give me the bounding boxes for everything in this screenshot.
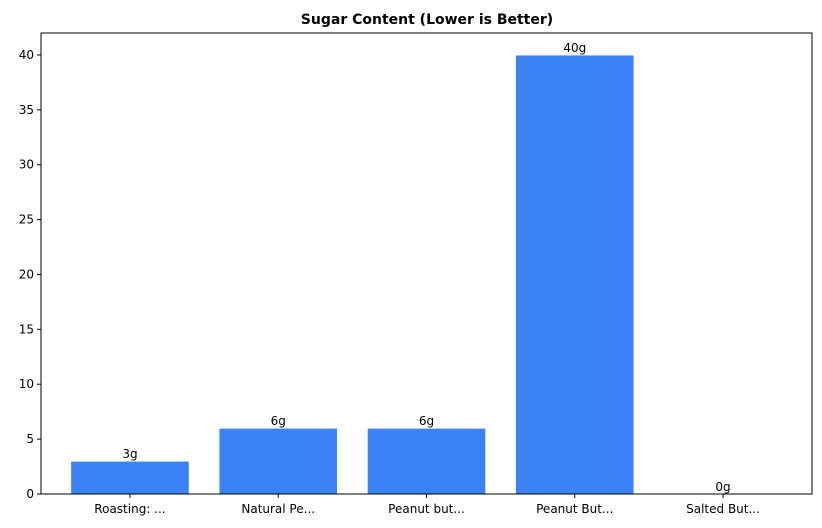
bar-2 — [366, 427, 487, 495]
x-tick-label-1: Natural Pe... — [241, 502, 315, 516]
y-tick-label-8: 40 — [19, 48, 34, 62]
y-tick-label-0: 0 — [26, 487, 34, 501]
x-tick-label-4: Salted But... — [686, 502, 760, 516]
bar-3 — [514, 54, 635, 495]
data-label-0: 3g — [122, 447, 137, 461]
y-tick-label-4: 20 — [19, 267, 34, 281]
data-label-3: 40g — [563, 41, 586, 55]
y-tick-label-5: 25 — [19, 213, 34, 227]
bar-0 — [70, 460, 190, 495]
data-labels-layer: 3g 6g 6g 40g 0g — [122, 41, 730, 494]
chart-title: Sugar Content (Lower is Better) — [301, 12, 553, 28]
y-tick-label-6: 30 — [19, 158, 34, 172]
x-tick-label-3: Peanut But... — [536, 502, 613, 516]
x-tick-label-2: Peanut but... — [388, 502, 465, 516]
bars-layer — [70, 54, 635, 495]
data-label-2: 6g — [419, 414, 434, 428]
data-label-1: 6g — [271, 414, 286, 428]
axes-layer: 0 5 10 15 20 25 30 35 40 Roasting: ... Natural Pe.… — [19, 32, 813, 516]
bar-1 — [218, 427, 339, 495]
y-tick-label-7: 35 — [19, 103, 34, 117]
y-tick-label-2: 10 — [19, 377, 34, 391]
data-label-4: 0g — [715, 480, 730, 494]
x-tick-label-0: Roasting: ... — [94, 502, 165, 516]
y-tick-label-3: 15 — [19, 322, 34, 336]
y-tick-label-1: 5 — [26, 432, 34, 446]
